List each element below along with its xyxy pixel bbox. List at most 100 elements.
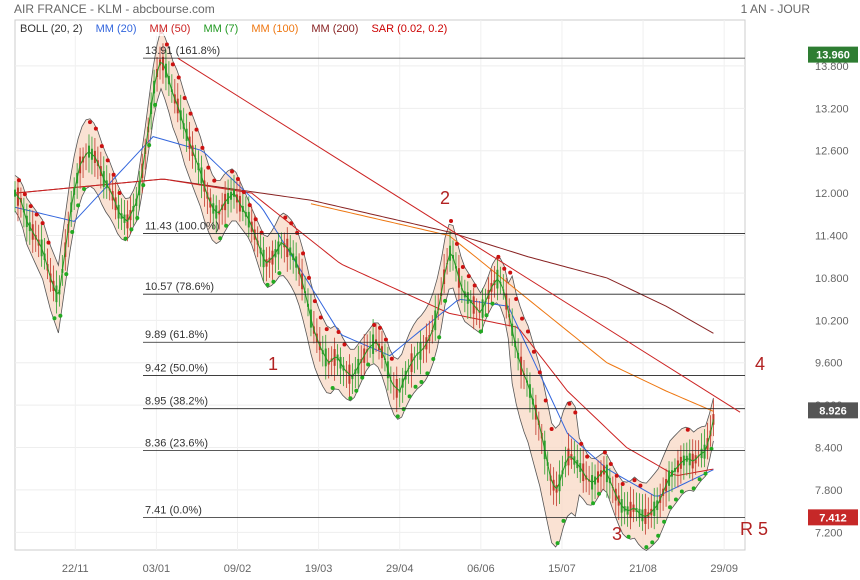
sar-dot [360, 375, 365, 380]
sar-dot [608, 462, 613, 467]
sar-dot [46, 240, 51, 245]
fib-level-label: 13.91 (161.8%) [145, 45, 220, 57]
legend-item: BOLL (20, 2) [20, 23, 83, 35]
sar-dot [514, 297, 519, 302]
sar-dot [342, 342, 347, 347]
sar-dot [366, 362, 371, 367]
sar-dot [662, 519, 667, 524]
price-badges: 13.960 8.926 7.412 [808, 46, 858, 526]
wave-annotations: 1 2 3 4 R 5 [268, 188, 768, 544]
sar-dot [117, 190, 122, 195]
sar-dot [525, 329, 530, 334]
sar-dot [318, 315, 323, 320]
sar-dot [141, 183, 146, 188]
sar-dot [454, 241, 459, 246]
sar-dot [259, 230, 264, 235]
sar-dot [413, 384, 418, 389]
fib-level-label: 7.41 (0.0%) [145, 504, 202, 516]
sar-dot [324, 327, 329, 332]
sar-dot [372, 322, 377, 327]
sar-dot [188, 111, 193, 116]
sar-dot [312, 299, 317, 304]
fibonacci-levels: 13.91 (161.8%) 11.43 (100.0%) 10.57 (78.6%… [143, 45, 745, 518]
wave-label: 1 [268, 354, 278, 374]
legend-item: MM (50) [149, 23, 191, 35]
sar-dot [496, 254, 501, 259]
fib-level-label: 8.36 (23.6%) [145, 437, 208, 449]
sar-dot [401, 407, 406, 412]
y-tick-label: 13.200 [815, 103, 849, 115]
sar-dot [354, 388, 359, 393]
sar-dot [673, 497, 678, 502]
sar-dot [591, 501, 596, 506]
wave-label: 4 [755, 354, 765, 374]
sar-dot [573, 410, 578, 415]
sar-dot [685, 427, 690, 432]
sar-dot [632, 478, 637, 483]
sar-dot [224, 223, 229, 228]
sar-dot [614, 473, 619, 478]
sar-dot [330, 386, 335, 391]
sar-dot [64, 272, 69, 277]
sar-dot [425, 371, 430, 376]
sar-dot [93, 126, 98, 131]
wave-label: R 5 [740, 519, 768, 539]
sar-dot [111, 172, 116, 177]
x-tick-label: 22/11 [62, 563, 89, 575]
sar-dot [585, 454, 590, 459]
legend: BOLL (20, 2) MM (20) MM (50) MM (7) MM (100)… [18, 22, 450, 36]
y-tick-label: 13.800 [815, 61, 849, 73]
fib-level-label: 9.42 (50.0%) [145, 362, 208, 374]
sar-dot [449, 218, 454, 223]
y-tick-label: 7.200 [815, 527, 843, 539]
sar-dot [206, 165, 211, 170]
sar-dot [644, 545, 649, 550]
sar-dot [378, 325, 382, 330]
sar-dot [164, 42, 169, 47]
sar-dot [579, 441, 584, 446]
sar-dot [472, 283, 477, 288]
sar-dot [153, 102, 158, 107]
sar-dot [484, 313, 489, 318]
sar-dot [212, 178, 217, 183]
x-tick-label: 19/03 [305, 563, 333, 575]
sar-dot [289, 221, 294, 226]
sar-dot [52, 316, 57, 321]
price-badge-high [808, 46, 858, 63]
y-tick-label: 11.400 [815, 231, 848, 243]
mm50-line [14, 178, 714, 476]
sar-dot [87, 120, 92, 125]
sar-dot [443, 298, 448, 303]
sar-dot [383, 337, 388, 342]
sar-dot [123, 236, 128, 241]
x-tick-label: 21/08 [629, 563, 657, 575]
price-badge-low [808, 509, 858, 526]
wave-label: 2 [440, 188, 450, 208]
sar-dot [129, 227, 134, 232]
sar-dot [697, 477, 702, 482]
sar-dot [176, 75, 181, 80]
sar-dot [602, 450, 607, 455]
sar-dot [597, 491, 601, 496]
sar-dot [247, 203, 252, 208]
sar-dot [490, 301, 495, 306]
sar-dot [218, 236, 223, 241]
sar-dot [626, 534, 631, 539]
sar-dot [82, 187, 87, 192]
sar-dot [271, 279, 276, 284]
y-tick-label: 10.800 [815, 273, 849, 285]
sar-dot [543, 398, 548, 403]
sar-dot [253, 217, 258, 222]
legend-item: MM (200) [311, 23, 359, 35]
period-label[interactable]: 1 AN - JOUR [740, 2, 810, 16]
sar-dot [668, 505, 673, 510]
mm100-line [310, 203, 714, 412]
sar-dot [679, 489, 684, 494]
sar-dot [76, 203, 81, 208]
sar-dot [537, 370, 542, 375]
sar-dot [277, 271, 282, 276]
x-tick-label: 09/02 [224, 563, 252, 575]
sar-dot [265, 282, 270, 287]
x-tick-label: 29/09 [710, 563, 738, 575]
